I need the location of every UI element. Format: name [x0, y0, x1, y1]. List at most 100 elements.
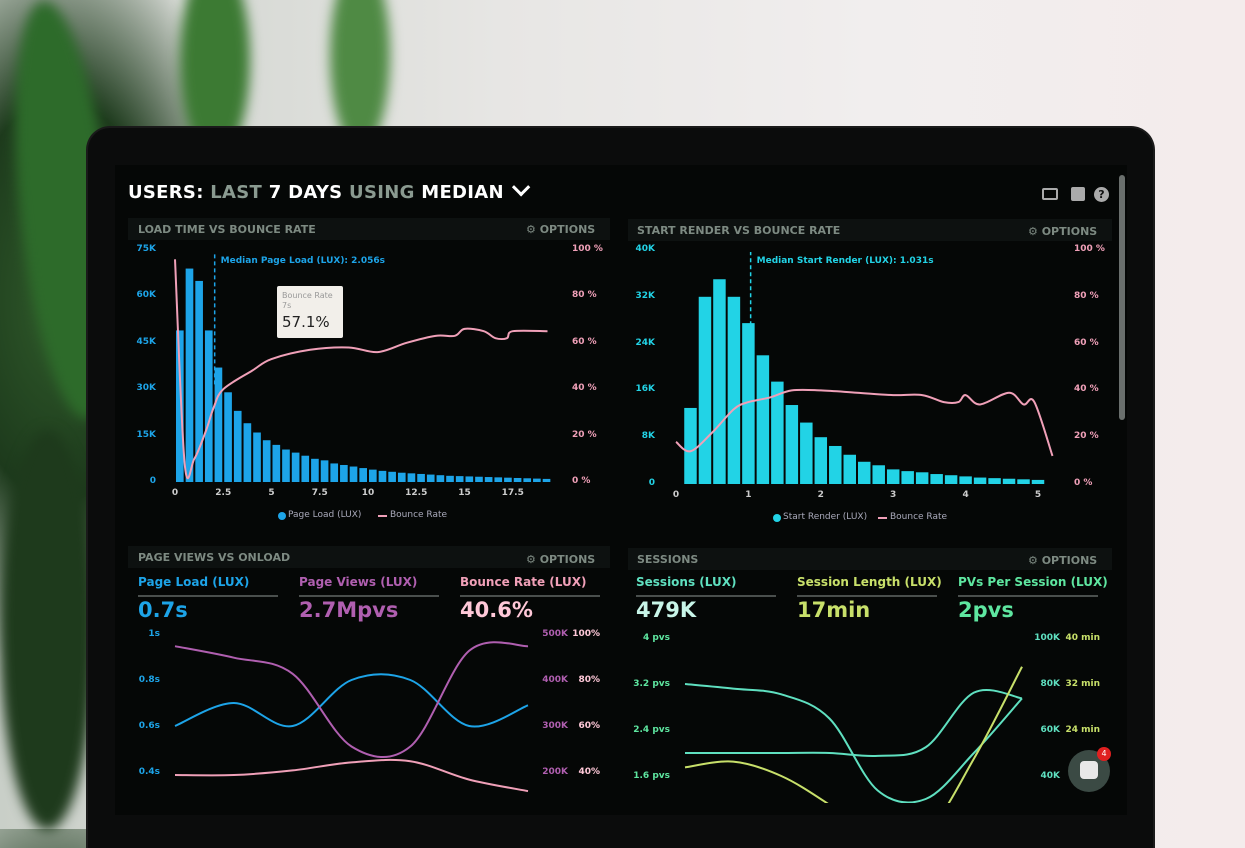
histogram-bar: [959, 476, 972, 484]
kpi-divider: [460, 595, 600, 597]
kpi-divider: [636, 595, 776, 597]
y-right-tick: 100 %: [1074, 244, 1105, 254]
tooltip-sub: 7s: [282, 301, 292, 310]
legend-marker: [278, 512, 286, 520]
options-button[interactable]: ⚙ OPTIONS: [1028, 225, 1098, 238]
histogram-bar: [301, 455, 310, 482]
y-left-tick: 0: [149, 476, 156, 486]
histogram-bar: [282, 449, 290, 482]
y-right-tick: 60K: [1040, 725, 1061, 735]
y-left-tick: 40K: [635, 244, 656, 254]
kpi-value: 479K: [636, 598, 697, 622]
tooltip-label: Bounce Rate: [282, 291, 333, 300]
y-left-tick: 2.4 pvs: [633, 725, 670, 735]
histogram-bar: [359, 468, 367, 482]
x-tick: 0: [672, 490, 680, 500]
histogram-bar: [504, 477, 512, 482]
histogram-bar: [262, 440, 271, 482]
y-left-tick: 0.6s: [138, 721, 160, 731]
title-users: USERS:: [128, 182, 204, 203]
y-left-tick: 3.2 pvs: [633, 679, 670, 689]
y-right-tick: 60 %: [572, 336, 597, 347]
chat-button[interactable]: 4: [1068, 747, 1111, 792]
histogram-bar: [843, 454, 856, 484]
options-button[interactable]: ⚙ OPTIONS: [526, 223, 596, 236]
median-label: Median Start Render (LUX): 1.031s: [756, 256, 934, 266]
histogram-bar: [814, 437, 828, 484]
options-button[interactable]: ⚙ OPTIONS: [526, 553, 596, 566]
legend-marker: [773, 514, 781, 522]
histogram-bar: [243, 423, 252, 482]
y-right-tick: 40%: [578, 767, 600, 777]
x-tick: 15: [458, 488, 471, 498]
kpi-divider: [797, 595, 937, 597]
histogram-bar: [858, 461, 871, 484]
panel-header: START RENDER VS BOUNCE RATE: [628, 219, 1112, 241]
histogram-bar: [224, 392, 232, 482]
series-line: [174, 641, 529, 759]
y-left-tick: 16K: [635, 384, 656, 395]
share-icon[interactable]: [1071, 187, 1085, 201]
legend-item: Bounce Rate: [390, 510, 448, 520]
histogram-bar: [475, 476, 483, 482]
y-left-tick: 75K: [136, 244, 157, 254]
scrollbar[interactable]: [1119, 175, 1125, 420]
y-left-tick: 8K: [641, 431, 655, 442]
histogram-bar: [785, 405, 799, 484]
histogram-bar: [1002, 478, 1016, 484]
page-title[interactable]: USERS: LAST 7 DAYS USING MEDIAN: [128, 178, 531, 203]
options-button[interactable]: ⚙ OPTIONS: [1028, 554, 1098, 567]
y-left-tick: 1.6 pvs: [633, 771, 670, 781]
bounce-rate-line: [174, 259, 548, 480]
x-tick: 10: [361, 488, 375, 498]
panel-title: START RENDER VS BOUNCE RATE: [637, 224, 841, 237]
median-label: Median Page Load (LUX): 2.056s: [220, 256, 385, 266]
histogram-bar: [455, 476, 464, 482]
chart-tooltip: Bounce Rate 7s 57.1%: [277, 286, 343, 338]
plant-leaf: [330, 0, 390, 150]
y-right-tick: 100%: [572, 629, 600, 639]
y-right-tick: 100 %: [572, 244, 603, 254]
y-right-tick: 24 min: [1065, 725, 1100, 735]
kpi-value: 2pvs: [958, 598, 1014, 622]
panel-title: PAGE VIEWS VS ONLOAD: [138, 551, 291, 564]
monitor-icon[interactable]: [1042, 188, 1058, 200]
x-tick: 2: [817, 490, 824, 500]
y-right-tick: 40K: [1040, 771, 1061, 781]
help-icon[interactable]: ?: [1094, 187, 1109, 202]
title-range: 7 DAYS: [268, 182, 343, 203]
histogram-bar: [407, 473, 416, 482]
histogram-bar: [915, 472, 929, 484]
dashboard-charts: [174, 252, 1054, 803]
legend-item: Bounce Rate: [890, 512, 948, 522]
y-left-tick: 30K: [136, 383, 157, 394]
series-line: [174, 758, 529, 793]
histogram-bar: [397, 472, 406, 482]
histogram-bar: [1017, 479, 1030, 484]
kpi-divider: [299, 595, 439, 597]
kpi-label: PVs Per Session (LUX): [958, 575, 1108, 589]
y-left-tick: 0: [648, 478, 655, 488]
histogram-bar: [533, 478, 541, 482]
histogram-bar: [756, 355, 770, 484]
histogram-bar: [185, 268, 194, 482]
histogram-bar: [727, 296, 741, 484]
y-left-tick: 15K: [136, 429, 157, 440]
histogram-bar: [901, 471, 914, 484]
y-right-tick: 80 %: [572, 290, 597, 301]
kpi-value: 0.7s: [138, 598, 188, 622]
y-right-tick: 400K: [542, 675, 568, 685]
kpi-value: 17min: [797, 598, 871, 622]
y-left-tick: 45K: [136, 336, 157, 347]
legend-item: Start Render (LUX): [783, 512, 868, 522]
x-tick: 0: [171, 488, 179, 498]
kpi-divider: [958, 595, 1098, 597]
y-right-tick: 40 %: [572, 383, 597, 394]
y-right-tick: 200K: [542, 767, 568, 777]
histogram-bar: [465, 476, 474, 482]
histogram-bar: [988, 478, 1001, 484]
kpi-divider: [138, 595, 278, 597]
histogram-bar: [253, 432, 261, 482]
series-line: [685, 688, 1023, 758]
title-last: LAST: [210, 182, 263, 203]
